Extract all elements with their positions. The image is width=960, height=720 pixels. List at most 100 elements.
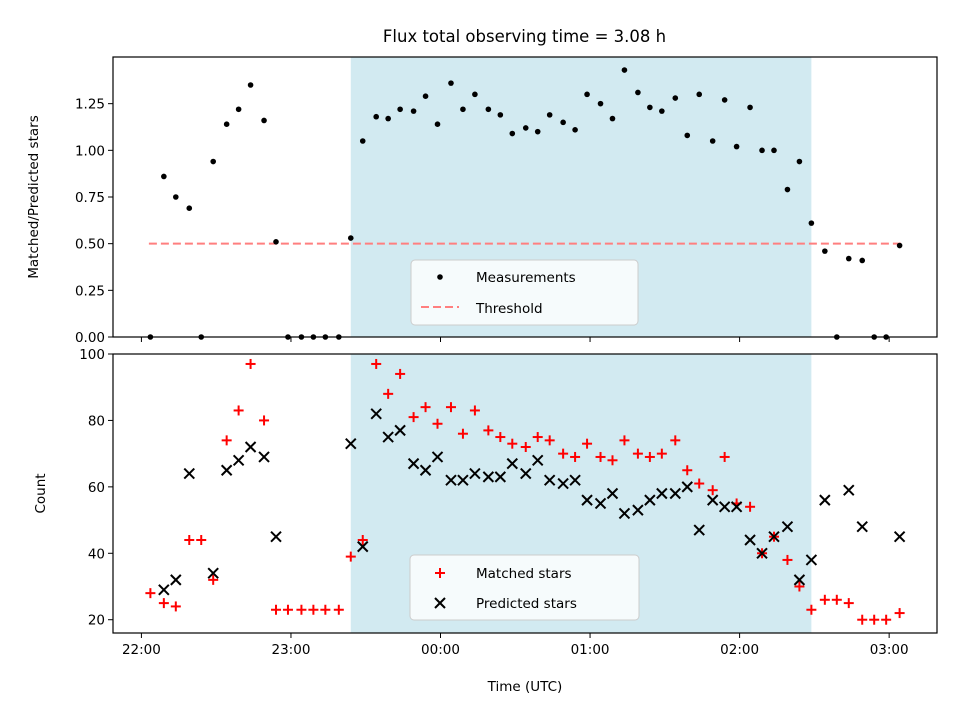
- measurement-point: [509, 130, 516, 137]
- matched-star-point: [308, 604, 319, 615]
- predicted-star-point: [718, 501, 731, 513]
- predicted-star-point: [594, 497, 607, 510]
- matched-star-point: [170, 601, 181, 612]
- measurement-point: [534, 128, 541, 135]
- bottom-legend-box: [409, 554, 640, 621]
- measurement-point: [173, 194, 179, 200]
- measurement-point: [485, 106, 492, 113]
- matched-star-point: [282, 604, 293, 615]
- matched-star-point: [806, 604, 817, 615]
- predicted-star-point: [258, 451, 270, 463]
- measurement-point: [609, 115, 616, 122]
- bottom-y-ticks: 20 40 60 80 100: [79, 347, 113, 629]
- predicted-star-point: [445, 474, 457, 486]
- measurement-point: [186, 205, 193, 211]
- predicted-star-markers: [158, 408, 906, 596]
- matched-star-point: [520, 442, 531, 452]
- matched-star-point: [233, 405, 244, 416]
- y-tick-label: 1.25: [75, 97, 105, 113]
- predicted-star-point: [744, 534, 756, 546]
- predicted-star-point: [706, 494, 719, 506]
- predicted-star-point: [357, 540, 369, 553]
- matched-star-point: [483, 425, 494, 436]
- predicted-star-point: [457, 474, 469, 486]
- predicted-star-point: [232, 454, 245, 466]
- y-tick-label: 0.00: [75, 330, 105, 346]
- matched-star-point: [794, 581, 805, 592]
- matched-star-point: [694, 478, 705, 489]
- measurement-point: [460, 106, 466, 113]
- measurement-point: [247, 82, 254, 88]
- predicted-star-point: [207, 567, 219, 579]
- predicted-star-point: [345, 437, 357, 450]
- predicted-star-point: [494, 471, 507, 483]
- predicted-star-point: [419, 464, 432, 476]
- matched-star-point: [469, 405, 480, 416]
- predicted-star-point: [843, 484, 855, 496]
- predicted-star-point: [520, 467, 532, 480]
- y-tick-label: 0.50: [75, 237, 105, 253]
- top-legend-box: [410, 259, 639, 326]
- matched-star-point: [644, 451, 655, 462]
- predicted-star-point: [569, 474, 581, 486]
- matched-star-point: [495, 432, 506, 443]
- predicted-star-point: [183, 467, 195, 480]
- matched-star-point: [184, 535, 195, 545]
- measurement-point: [635, 89, 641, 96]
- predicted-star-point: [805, 554, 818, 566]
- matched-star-point: [719, 451, 730, 462]
- measurement-point: [859, 257, 866, 264]
- top-legend: Measurements Threshold: [410, 259, 639, 326]
- measurement-point: [709, 138, 716, 144]
- predicted-star-point: [819, 494, 831, 506]
- predicted-star-point: [506, 457, 518, 470]
- predicted-star-point: [656, 487, 668, 500]
- predicted-star-point: [893, 530, 906, 543]
- matched-star-point: [881, 614, 892, 625]
- predicted-star-point: [681, 481, 693, 493]
- matched-star-point: [408, 412, 419, 423]
- matched-star-point: [296, 604, 307, 615]
- measurement-point: [808, 220, 815, 226]
- x-axis-label: Time (UTC): [487, 679, 563, 695]
- measurement-point: [261, 117, 267, 124]
- matched-star-point: [857, 614, 868, 625]
- predicted-star-point: [768, 530, 780, 543]
- measurement-point: [597, 100, 604, 107]
- predicted-star-point: [244, 441, 257, 453]
- measurement-points: [147, 67, 903, 340]
- y-tick-label: 20: [88, 613, 105, 629]
- matched-star-point: [259, 415, 270, 426]
- matched-star-point: [558, 448, 569, 459]
- measurement-point: [560, 119, 566, 126]
- legend-x-glyph: [434, 597, 446, 609]
- measurement-point: [210, 158, 216, 165]
- measurement-point: [696, 91, 703, 98]
- measurement-point: [721, 97, 728, 103]
- x-tick-label: 02:00: [720, 642, 759, 658]
- y-tick-label: 80: [88, 413, 105, 429]
- measurement-point: [672, 95, 679, 101]
- measurement-point: [434, 121, 441, 127]
- predicted-star-point: [170, 574, 182, 586]
- matched-star-point: [831, 594, 842, 605]
- measurement-point: [572, 127, 578, 133]
- predicted-star-point: [856, 521, 868, 533]
- matched-star-point: [445, 402, 456, 413]
- predicted-star-point: [482, 471, 495, 483]
- matched-star-point: [670, 435, 681, 446]
- measurement-point: [584, 91, 590, 98]
- legend-label-threshold: Threshold: [475, 301, 543, 317]
- measurement-point: [771, 147, 777, 154]
- predicted-star-point: [431, 451, 444, 463]
- measurement-point: [733, 143, 740, 150]
- measurement-point: [747, 104, 753, 111]
- top-y-ticks: 0.00 0.25 0.50 0.75 1.00 1.25: [75, 97, 113, 346]
- measurement-point: [659, 108, 665, 114]
- matched-star-point: [357, 535, 368, 545]
- measurement-point: [385, 115, 391, 122]
- matched-star-point: [682, 465, 693, 476]
- predicted-star-point: [693, 524, 705, 536]
- measurement-point: [359, 138, 366, 144]
- matched-star-point: [619, 435, 630, 446]
